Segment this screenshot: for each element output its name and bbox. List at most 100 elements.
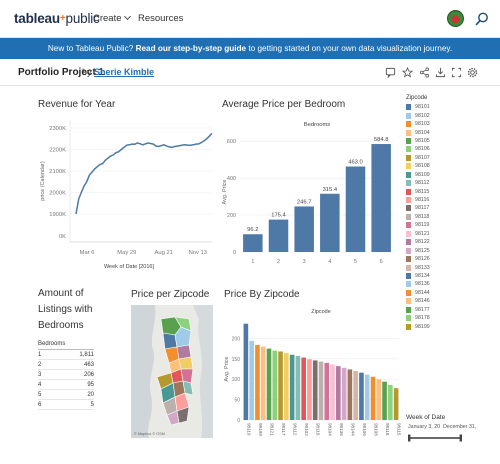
zipcode-bar[interactable] — [255, 344, 260, 420]
legend-item[interactable]: 98105 — [406, 137, 456, 145]
price-by-zipcode-chart[interactable]: Zipcode 200 150 100 50 0 Avg. Price 98119 98199 9… — [221, 302, 401, 462]
legend-item[interactable]: 98108 — [406, 162, 456, 170]
legend-label: 98116 — [415, 197, 430, 204]
zipcode-bar[interactable] — [278, 351, 283, 420]
resources-link[interactable]: Resources — [138, 13, 184, 24]
slider-handle-start[interactable] — [408, 434, 411, 442]
legend-item[interactable]: 98102 — [406, 111, 456, 119]
star-icon[interactable] — [402, 67, 413, 78]
legend-item[interactable]: 98112 — [406, 179, 456, 187]
fullscreen-icon[interactable] — [451, 67, 462, 78]
zipcode-bar[interactable] — [330, 364, 335, 420]
legend-item[interactable]: 98178 — [406, 314, 456, 322]
zipcode-bar[interactable] — [243, 323, 249, 420]
zipcode-bar[interactable] — [284, 353, 289, 420]
legend-item[interactable]: 98101 — [406, 103, 456, 111]
legend-item[interactable]: 98133 — [406, 263, 456, 271]
zipcode-bar[interactable] — [266, 348, 272, 420]
comment-icon[interactable] — [385, 67, 396, 78]
avatar[interactable] — [447, 10, 464, 27]
zipcode-bar[interactable] — [336, 366, 341, 420]
count-cell: 95 — [74, 379, 94, 390]
legend-item[interactable]: 98121 — [406, 230, 456, 238]
legend-item[interactable]: 98117 — [406, 204, 456, 212]
zipcode-bar[interactable] — [260, 346, 266, 420]
tableau-public-logo[interactable]: tableau+public — [14, 11, 100, 26]
legend-item[interactable]: 98104 — [406, 128, 456, 136]
table-row[interactable]: 3 206 — [38, 369, 94, 380]
legend-item[interactable]: 98126 — [406, 255, 456, 263]
zipcode-bar[interactable] — [376, 379, 382, 420]
bedroom-bar[interactable] — [294, 206, 314, 252]
zipcode-bar[interactable] — [364, 374, 370, 420]
legend-label: 98122 — [415, 239, 430, 246]
settings-icon[interactable] — [467, 67, 478, 78]
zipcode-bar[interactable] — [312, 360, 318, 420]
zipcode-bar[interactable] — [301, 357, 306, 420]
legend-item[interactable]: 98146 — [406, 297, 456, 305]
author-link[interactable]: Sherie Kimble — [94, 67, 155, 77]
search-icon[interactable] — [474, 11, 490, 27]
y-tick-label: 2000K — [49, 191, 66, 197]
zipcode-bar[interactable] — [388, 384, 393, 420]
bedroom-bar[interactable] — [345, 166, 366, 252]
create-menu[interactable]: Create — [93, 12, 131, 24]
legend-item[interactable]: 98118 — [406, 213, 456, 221]
zipcode-bar[interactable] — [347, 369, 353, 420]
legend-item[interactable]: 98134 — [406, 272, 456, 280]
legend-label: 98108 — [415, 163, 430, 170]
avg-price-bedroom-chart[interactable]: Bedrooms 600 400 200 0 Avg. Price 96.2 1 175.4 2 2… — [218, 112, 400, 282]
week-range-slider[interactable] — [408, 434, 462, 442]
legend-label: 98104 — [415, 129, 430, 136]
legend-label: 98115 — [415, 188, 430, 195]
zipcode-bar[interactable] — [272, 350, 278, 420]
y-axis-label: price (Calendar) — [40, 161, 46, 201]
zipcode-bar[interactable] — [318, 361, 324, 420]
table-row[interactable]: 2 463 — [38, 359, 94, 370]
count-cell: 463 — [74, 359, 94, 370]
share-icon[interactable] — [419, 67, 430, 78]
bedroom-bar[interactable] — [243, 234, 263, 252]
bedroom-bar[interactable] — [268, 219, 289, 252]
zipcode-bar[interactable] — [289, 354, 295, 420]
legend-item[interactable]: 98109 — [406, 171, 456, 179]
x-tick-label: 6 — [380, 259, 383, 265]
zipcode-bar[interactable] — [382, 381, 387, 420]
legend-label: 98106 — [415, 146, 430, 153]
revenue-line-chart[interactable]: 2300K 2200K 2100K 2000K 1900K 0K price (Calend… — [28, 112, 220, 282]
legend-item[interactable]: 98199 — [406, 322, 456, 330]
legend-item[interactable]: 98122 — [406, 238, 456, 246]
legend-item[interactable]: 98119 — [406, 221, 456, 229]
legend-item[interactable]: 98136 — [406, 280, 456, 288]
zipcode-bar[interactable] — [353, 371, 358, 420]
legend-item[interactable]: 98144 — [406, 289, 456, 297]
bedroom-bar[interactable] — [320, 193, 340, 252]
zipcode-map[interactable]: © Mapbox © OSM — [131, 305, 213, 438]
zipcode-bar[interactable] — [307, 359, 312, 420]
revenue-series-line[interactable] — [75, 132, 213, 215]
legend-item[interactable]: 98107 — [406, 154, 456, 162]
legend-item[interactable]: 98106 — [406, 145, 456, 153]
legend-label: 98136 — [415, 281, 430, 288]
bedroom-bar[interactable] — [371, 144, 391, 252]
legend-item[interactable]: 98103 — [406, 120, 456, 128]
zipcode-bar[interactable] — [295, 355, 301, 420]
download-icon[interactable] — [435, 67, 446, 78]
legend-item[interactable]: 98177 — [406, 306, 456, 314]
table-row[interactable]: 5 20 — [38, 389, 94, 400]
zipcode-bar[interactable] — [324, 362, 330, 420]
zipcode-bar[interactable] — [249, 340, 254, 420]
slider-handle-end[interactable] — [459, 434, 462, 442]
zipcode-bar[interactable] — [393, 388, 399, 420]
zipcode-bar[interactable] — [359, 372, 364, 420]
legend-item[interactable]: 98115 — [406, 187, 456, 195]
zipcode-bar[interactable] — [341, 367, 347, 420]
count-cell: 1,811 — [74, 349, 94, 360]
table-row[interactable]: 4 95 — [38, 379, 94, 390]
table-row[interactable]: 1 1,811 — [38, 349, 94, 360]
zipcode-bar[interactable] — [370, 376, 376, 420]
legend-item[interactable]: 98125 — [406, 246, 456, 254]
guide-link[interactable]: Read our step-by-step guide — [135, 44, 247, 53]
legend-item[interactable]: 98116 — [406, 196, 456, 204]
